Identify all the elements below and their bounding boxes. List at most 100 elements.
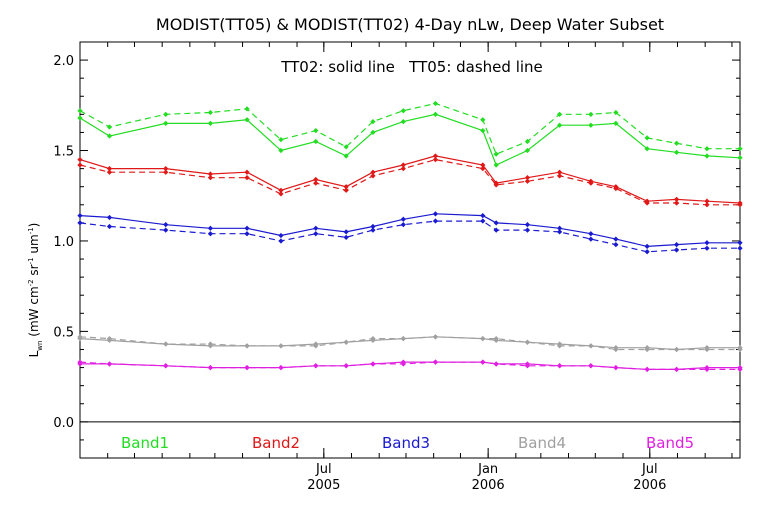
data-point-band3 <box>343 234 349 240</box>
data-point-band2 <box>106 165 113 172</box>
data-point-band4 <box>556 343 563 349</box>
legend-entry-band1: Band1 <box>121 434 169 452</box>
data-point-band3 <box>613 236 619 242</box>
data-point-band1 <box>493 151 499 157</box>
data-point-band5 <box>644 366 650 372</box>
data-point-band1 <box>278 147 284 154</box>
data-point-band5 <box>588 363 594 369</box>
data-point-band4 <box>644 346 650 353</box>
data-point-band2 <box>313 180 319 186</box>
data-point-band4 <box>400 336 406 342</box>
data-point-band3 <box>163 222 169 228</box>
data-point-band3 <box>77 213 83 219</box>
data-point-band2 <box>432 153 439 159</box>
data-point-band2 <box>524 178 531 184</box>
x-tick-label: Jul <box>315 462 332 477</box>
data-point-band5 <box>163 363 169 369</box>
data-point-band5 <box>673 366 680 372</box>
y-tick-label: 0.5 <box>53 325 74 340</box>
x-tick-label: Jul <box>641 462 658 477</box>
data-point-band3 <box>106 214 113 221</box>
data-point-band2 <box>556 173 563 179</box>
data-point-band2 <box>556 169 563 175</box>
data-point-band5 <box>493 361 499 367</box>
data-point-band5 <box>556 363 563 369</box>
data-point-band1 <box>77 108 83 114</box>
plot-area: 0.00.51.01.52.0Jul2005Jan2006Jul2006Band… <box>53 41 743 493</box>
data-point-band3 <box>493 227 499 233</box>
data-point-band3 <box>493 220 499 226</box>
data-point-band2 <box>163 165 169 172</box>
data-point-band1 <box>106 124 113 130</box>
data-point-band2 <box>644 200 650 206</box>
data-point-band1 <box>313 138 319 145</box>
data-point-band2 <box>343 184 349 190</box>
data-point-band5 <box>278 364 284 371</box>
data-point-band2 <box>480 162 486 168</box>
data-point-band1 <box>432 100 439 107</box>
series-line-band2-dashed <box>79 158 740 206</box>
legend-entry-band2: Band2 <box>252 434 300 452</box>
data-point-band3 <box>163 227 169 233</box>
data-point-band3 <box>480 213 486 219</box>
data-point-band2 <box>244 175 250 181</box>
data-point-band5 <box>244 364 250 371</box>
data-point-band1 <box>343 153 349 159</box>
data-point-band3 <box>704 240 710 246</box>
data-point-band3 <box>432 218 439 224</box>
data-point-band2 <box>244 169 250 175</box>
line-style-annotation: TT02: solid line TT05: dashed line <box>280 58 543 76</box>
data-point-band1 <box>313 128 319 134</box>
data-point-band1 <box>588 122 594 128</box>
data-point-band3 <box>704 245 710 251</box>
data-point-band1 <box>163 111 169 117</box>
data-point-band5 <box>613 364 619 371</box>
data-point-band2 <box>524 175 531 181</box>
data-point-band2 <box>673 200 680 206</box>
x-tick-year: 2006 <box>633 478 666 493</box>
data-point-band1 <box>278 137 284 143</box>
data-point-band3 <box>673 247 680 253</box>
data-point-band4 <box>737 346 743 353</box>
data-point-band2 <box>432 156 439 163</box>
data-point-band2 <box>313 176 319 183</box>
data-point-band1 <box>588 111 594 117</box>
y-tick-label: 1.0 <box>53 235 74 250</box>
data-point-band1 <box>737 155 743 161</box>
data-point-band3 <box>673 241 680 248</box>
data-point-band1 <box>207 120 214 127</box>
data-point-band4 <box>480 336 486 342</box>
data-point-band1 <box>673 140 680 146</box>
y-tick-label: 0.0 <box>53 416 74 431</box>
data-point-band5 <box>106 361 113 367</box>
data-point-band3 <box>588 236 594 242</box>
data-point-band3 <box>106 223 113 230</box>
series-line-band3-dashed <box>79 220 740 253</box>
data-point-band1 <box>556 122 563 128</box>
data-point-band1 <box>244 106 250 112</box>
data-point-band5 <box>737 366 743 372</box>
data-point-band2 <box>163 169 169 175</box>
data-point-band3 <box>524 222 531 228</box>
data-point-band3 <box>644 243 650 250</box>
data-point-band4 <box>704 346 710 353</box>
data-point-band1 <box>163 120 169 127</box>
data-point-band2 <box>77 156 83 163</box>
data-point-band2 <box>588 180 594 186</box>
data-point-band3 <box>480 218 486 224</box>
data-point-band2 <box>278 191 284 197</box>
data-point-band2 <box>207 175 214 181</box>
data-point-band4 <box>163 341 169 347</box>
data-point-band4 <box>370 336 376 342</box>
y-tick-label: 2.0 <box>53 54 74 69</box>
data-point-band1 <box>613 109 619 116</box>
data-point-band1 <box>343 144 349 150</box>
data-point-band2 <box>493 182 499 188</box>
data-point-band5 <box>207 364 214 371</box>
data-point-band3 <box>370 223 376 230</box>
data-point-band1 <box>370 118 376 125</box>
data-point-band2 <box>673 196 680 202</box>
data-point-band1 <box>524 138 531 145</box>
data-point-band4 <box>524 339 531 345</box>
data-point-band1 <box>400 108 406 114</box>
